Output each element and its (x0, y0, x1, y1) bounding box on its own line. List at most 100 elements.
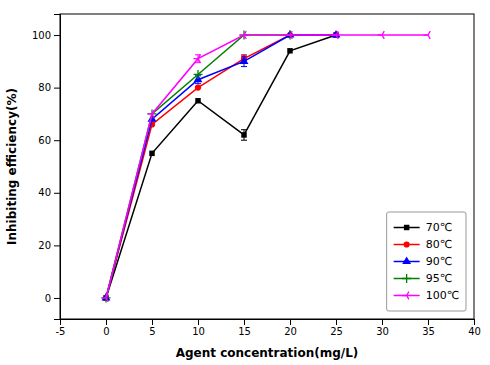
error-bar-cap (241, 129, 247, 130)
line (106, 35, 428, 298)
tick-mark (54, 140, 60, 141)
chart: -5 0 5 10 15 20 25 30 35 40 0 20 40 60 80 100 70℃ 80℃ 90℃ 9… (0, 0, 490, 365)
legend-label: 70℃ (426, 221, 452, 234)
tick-label: 20 (284, 326, 297, 337)
legend-entry: 70℃ (394, 221, 452, 234)
marker (240, 56, 249, 64)
plot: -5 0 5 10 15 20 25 30 35 40 0 20 40 60 80 100 70℃ 80℃ 90℃ 9… (32, 14, 481, 337)
tick-label: 80 (38, 82, 51, 93)
tick: -5 (56, 319, 66, 337)
tick-label: 25 (330, 326, 343, 337)
legend: 70℃ 80℃ 90℃ 95℃ 100℃ (387, 212, 466, 311)
tick: 15 (238, 319, 251, 337)
legend-entry: 80℃ (394, 238, 452, 251)
tick: 20 (284, 319, 297, 337)
legend-marker (404, 225, 409, 230)
tick-label: -5 (56, 326, 66, 337)
marker (240, 31, 247, 39)
line (106, 35, 336, 298)
tick: 60 (38, 135, 60, 146)
tick-mark (152, 319, 153, 325)
error-bar-cap (195, 83, 201, 84)
marks (102, 30, 431, 303)
marker (194, 70, 203, 79)
legend-label: 95℃ (426, 272, 452, 285)
tick-label: 10 (192, 326, 205, 337)
tick-mark (54, 193, 60, 194)
tick-mark (428, 319, 429, 325)
series (102, 30, 341, 301)
tick-label: 15 (238, 326, 251, 337)
tick-label: 0 (45, 293, 51, 304)
legend-marker (402, 274, 411, 283)
marker (241, 132, 246, 137)
tick-mark (54, 298, 60, 299)
series (102, 31, 431, 302)
tick-mark (244, 319, 245, 325)
marker (332, 31, 339, 39)
marker (424, 31, 431, 39)
error-bar-cap (241, 54, 247, 55)
tick: 100 (32, 30, 60, 41)
legend-label: 100℃ (426, 289, 459, 302)
y-axis: 0 20 40 60 80 100 (32, 15, 61, 320)
tick: 10 (192, 319, 205, 337)
tick: 30 (376, 319, 389, 337)
tick-label: 35 (422, 326, 435, 337)
marker (102, 293, 111, 302)
tick: 40 (38, 187, 60, 198)
series (102, 31, 295, 303)
error-bar-cap (241, 66, 247, 67)
tick-label: 60 (38, 135, 51, 146)
tick-mark (336, 319, 337, 325)
tick: 0 (45, 293, 60, 304)
tick-mark (198, 319, 199, 325)
marker (195, 98, 200, 103)
line (106, 35, 290, 298)
tick: 80 (38, 82, 60, 93)
line (106, 35, 336, 298)
marker (378, 31, 385, 39)
y-axis-title: Inhibiting efficiency(%) (5, 88, 19, 245)
tick: 35 (422, 319, 435, 337)
tick-label: 30 (376, 326, 389, 337)
legend-marker (402, 256, 411, 264)
tick-mark (290, 319, 291, 325)
tick-label: 5 (149, 326, 155, 337)
legend-marker (402, 292, 409, 300)
marker (194, 55, 201, 63)
tick-label: 40 (468, 326, 481, 337)
legend-entry: 90℃ (394, 255, 452, 268)
plot-frame (60, 14, 474, 319)
marker (195, 85, 201, 91)
tick-mark (54, 245, 60, 246)
marker (287, 48, 292, 53)
line (106, 35, 336, 298)
error-bar (241, 130, 247, 141)
tick: 5 (149, 319, 155, 337)
tick: 40 (468, 319, 481, 337)
tick-label: 0 (103, 326, 109, 337)
tick-mark (106, 319, 107, 325)
tick-mark (474, 319, 475, 325)
x-axis: -5 0 5 10 15 20 25 30 35 40 (56, 319, 481, 337)
legend-label: 80℃ (426, 238, 452, 251)
tick-mark (54, 88, 60, 89)
tick: 0 (103, 319, 109, 337)
tick-label: 100 (32, 30, 51, 41)
axis-line (54, 15, 61, 320)
legend-marker (404, 241, 410, 247)
tick-label: 40 (38, 187, 51, 198)
marker (286, 31, 293, 39)
tick: 20 (38, 240, 60, 251)
error-bar-cap (241, 140, 247, 141)
tick-label: 20 (38, 240, 51, 251)
legend-entry: 95℃ (394, 272, 452, 285)
tick-mark (54, 35, 60, 36)
legend-label: 90℃ (426, 255, 452, 268)
axis-line (61, 320, 475, 326)
legend-frame (387, 212, 466, 311)
tick: 25 (330, 319, 343, 337)
marker (148, 110, 155, 118)
marker (149, 151, 154, 156)
